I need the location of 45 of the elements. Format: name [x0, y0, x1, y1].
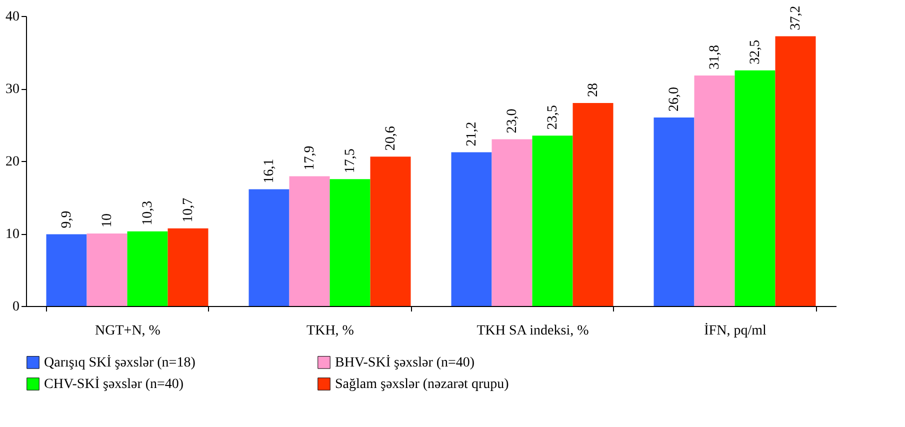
- bar: [532, 136, 573, 306]
- legend-label: BHV-SKİ şəxslər (n=40): [335, 354, 475, 370]
- y-tick-label: 20: [6, 154, 20, 170]
- bar: [775, 36, 816, 306]
- data-label: 20,6: [384, 126, 398, 151]
- legend-label: CHV-SKİ şəxslər (n=40): [44, 376, 184, 392]
- bar: [492, 139, 532, 306]
- bar: [289, 176, 330, 306]
- data-label: 17,5: [343, 148, 358, 174]
- legend-label: Sağlam şəxslər (nəzarət qrupu): [335, 377, 510, 392]
- bar: [694, 75, 735, 306]
- data-label: 37,2: [788, 6, 804, 30]
- bar: [451, 152, 492, 306]
- bar: [572, 103, 614, 306]
- legend-label: Qarışıq SKİ şəxslər (n=18): [44, 354, 196, 370]
- bar: [370, 156, 411, 306]
- bar: [127, 231, 168, 306]
- bar: [168, 228, 208, 306]
- bar: [248, 189, 290, 306]
- y-tick-label: 10: [6, 227, 20, 242]
- bar: [654, 118, 694, 306]
- data-label: 32,5: [748, 40, 763, 64]
- bar: [86, 234, 128, 306]
- data-label: 21,2: [464, 122, 480, 146]
- data-label: 17,9: [302, 146, 318, 170]
- data-label: 23,0: [505, 108, 520, 134]
- y-tick-label: 40: [6, 10, 20, 24]
- y-tick-label: 0: [12, 300, 20, 314]
- data-label: 26,0: [667, 87, 682, 112]
- x-tick-label: NGT+N, %: [95, 324, 161, 338]
- data-label: 10,7: [181, 198, 196, 222]
- bar: [734, 70, 776, 306]
- x-tick-label: TKH, %: [306, 324, 354, 338]
- y-tick-label: 30: [6, 82, 20, 97]
- data-label: 10,3: [140, 200, 156, 226]
- x-tick-label: TKH SA indeksi, %: [476, 324, 590, 338]
- data-label: 28: [586, 83, 601, 97]
- bar: [46, 234, 87, 306]
- data-label: 16,1: [262, 158, 277, 184]
- data-label: 9,9: [60, 210, 74, 228]
- data-label: 10: [100, 214, 115, 228]
- x-tick-label: İFN, pq/ml: [704, 322, 766, 338]
- data-label: 31,8: [708, 44, 722, 70]
- data-label: 23,5: [546, 105, 560, 130]
- bar: [330, 179, 370, 306]
